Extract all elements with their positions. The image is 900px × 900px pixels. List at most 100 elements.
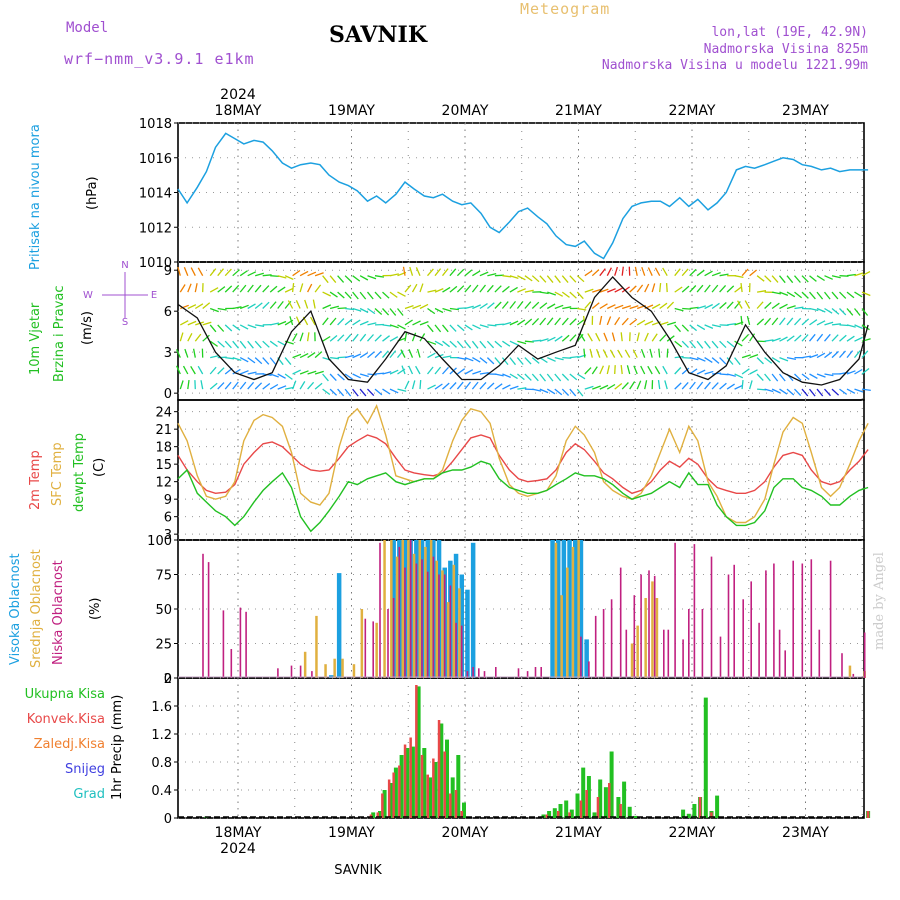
cloud-bar-0 [556,540,561,678]
wind-arrow [748,380,753,390]
wind-arrow [322,373,329,382]
wind-arrow [352,291,359,300]
wind-arrow [457,368,466,375]
cloud-bar-1 [412,553,416,678]
cloud-bar-2 [801,563,804,678]
wind-arrow [831,275,841,279]
precip-bar-0 [422,748,427,818]
wind-arrow [831,323,841,326]
wind-arrow [599,288,609,293]
wind-arrow [404,332,408,342]
wind-arrow [734,373,744,379]
wind-arrow [187,333,193,342]
cloud-bar-1 [333,658,336,678]
wind-arrow [704,340,711,349]
wind-arrow [786,356,797,361]
wind-arrow [606,383,616,390]
precip-bar-0 [703,697,708,818]
precip-bar-1 [403,744,407,818]
wind-arrow [247,340,254,349]
precip-bar-0 [592,812,597,818]
precip-bar-1 [545,814,549,818]
precip-bar-1 [710,812,713,818]
wind-arrow [846,350,854,359]
wind-arrow [737,300,743,309]
wind-arrow [442,340,450,348]
wind-arrow [778,317,786,326]
wind-arrow [374,350,382,359]
wind-arrow [179,380,184,390]
wind-arrow [404,284,412,293]
wind-arrow [516,357,524,365]
wind-arrow [664,380,668,390]
wind-arrow [771,302,780,310]
wind-arrow [509,275,519,280]
wind-arrow [704,381,711,390]
wind-arrow [689,356,699,361]
day-label-bottom-20MAY: 20MAY [442,825,489,841]
wind-arrow [374,291,382,300]
wind-arrow [816,352,826,359]
precip-bar-1 [420,755,424,818]
elevation-label: Nadmorska Visina 825m [703,42,868,57]
wind-arrow [209,366,217,375]
wind-arrow [651,303,661,310]
precip-bar-1 [432,758,435,818]
wind-arrow [501,285,510,293]
wind-arrow [284,275,294,280]
wind-arrow [666,301,675,309]
wind-arrow [546,373,554,382]
wind-arrow [344,388,352,397]
wind-arrow [202,321,212,326]
wind-arrow [314,351,323,359]
wind-arrow [816,388,824,397]
wind-arrow [711,284,719,293]
wind-arrow [764,373,771,382]
wind-arrow [197,267,204,277]
wind-arrow [464,369,474,375]
wind-arrow [486,357,495,365]
wind-arrow [494,373,504,377]
cloud-bar-2 [674,542,676,678]
wind-arrow [434,288,444,293]
wind-arrow [389,273,399,277]
wind-arrow [239,357,249,363]
wind-arrow [179,332,184,342]
wind-arrow [419,380,422,390]
wind-arrow [179,320,189,326]
wind-arrow [584,288,594,293]
wind-arrow [539,291,549,295]
cloud-bar-2 [778,629,781,678]
wind-arrow [778,373,786,382]
wind-arrow [254,340,262,349]
wind-arrow [633,365,638,375]
wind-arrow [389,308,397,316]
cloud-bar-2 [455,622,457,678]
wind-arrow [359,352,368,359]
wind-arrow [441,268,449,277]
cloud-bar-1 [407,540,410,678]
wind-arrow [516,373,525,381]
cloud-bar-1 [560,595,563,678]
wind-arrow [456,381,464,390]
wind-arrow [726,373,736,377]
wind-arrow [861,367,870,375]
cloud-bar-2 [387,609,389,678]
temp-frame [177,399,865,541]
wind-arrow [614,316,621,326]
wind-arrow [292,269,301,277]
cloud-bar-2 [733,564,735,678]
wind-arrow [224,324,233,332]
wind-arrow [427,307,436,315]
wind-arrow [176,365,181,375]
wind-arrow [839,308,847,316]
cloud-bar-1 [848,665,852,678]
wind-arrow [509,357,517,366]
precip-bar-1 [866,811,870,818]
cloud-bar-2 [588,661,590,678]
wind-arrow [808,388,816,397]
wind-arrow [254,382,263,390]
wind-arrow [239,270,248,277]
wind-arrow [651,283,656,293]
wind-arrow [647,365,653,375]
